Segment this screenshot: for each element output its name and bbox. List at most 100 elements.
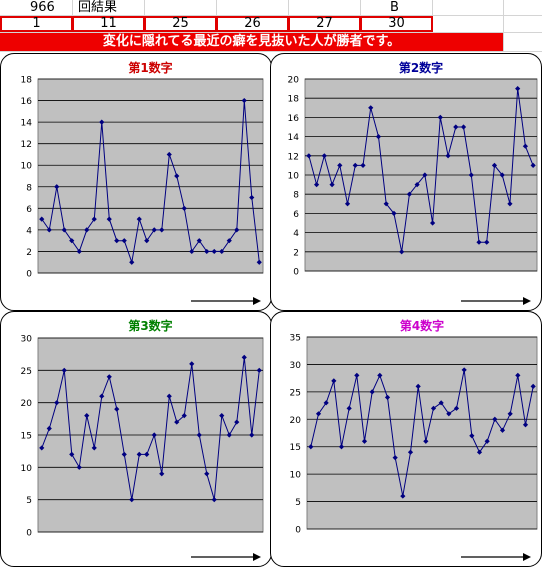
winning-number-cell[interactable]: 30	[360, 16, 433, 32]
y-tick-label: 10	[288, 172, 300, 182]
series-line	[308, 88, 534, 252]
data-point	[159, 227, 165, 233]
data-point	[530, 162, 536, 168]
data-point	[422, 172, 428, 178]
data-point	[226, 432, 232, 438]
data-point	[91, 216, 97, 222]
y-tick-label: 30	[21, 335, 33, 345]
y-tick-label: 4	[26, 226, 32, 236]
data-point	[189, 248, 195, 255]
winning-number-cell[interactable]: 11	[72, 16, 145, 32]
line-chart-2: 第2数字 0 2 4 6 8 10 12 14 16 18 20	[288, 60, 538, 305]
data-point	[256, 259, 262, 265]
data-point	[361, 438, 368, 444]
data-point	[337, 162, 343, 168]
grid-line	[0, 51, 542, 52]
y-tick-label: 20	[21, 399, 33, 409]
data-point	[476, 239, 482, 245]
winning-number-cell[interactable]: 27	[288, 16, 361, 32]
y-tick-label: 12	[288, 152, 299, 162]
grid-line	[503, 0, 504, 52]
data-point	[99, 119, 105, 125]
data-point	[181, 205, 187, 211]
data-point	[530, 383, 536, 389]
chart-panel-3[interactable]: 第3数字 0 5 10 15 20 25 30	[0, 311, 272, 567]
series-line	[310, 369, 534, 497]
data-point	[84, 227, 90, 233]
y-tick-label: 0	[293, 268, 299, 278]
chart-title: 第2数字	[399, 60, 443, 75]
plot-area	[37, 78, 264, 274]
y-tick-label: 5	[26, 496, 32, 506]
y-tick-label: 20	[288, 76, 300, 86]
set-label-cell[interactable]: B	[390, 0, 399, 15]
data-point	[61, 227, 67, 233]
data-point	[249, 194, 255, 201]
data-point	[460, 124, 467, 130]
arrow-right-icon	[461, 297, 531, 305]
chart-panel-4[interactable]: 第4数字 0 5 10 15 20 25 30 35	[270, 311, 542, 567]
chart-title: 第4数字	[400, 318, 444, 333]
data-point	[469, 433, 475, 439]
data-point	[151, 432, 157, 438]
data-point	[468, 172, 474, 178]
data-point	[499, 427, 506, 433]
data-point	[507, 201, 513, 207]
arrow-right-icon	[191, 297, 261, 305]
data-point	[491, 162, 498, 168]
data-point	[54, 184, 60, 190]
data-point	[106, 216, 112, 222]
chart-panel-1[interactable]: 第1数字 0 2 4 6 8 10 12 14 16 18	[0, 53, 272, 311]
winning-number-cell[interactable]: 1	[0, 16, 73, 32]
data-point	[129, 259, 135, 265]
winning-number-cell[interactable]: 26	[216, 16, 289, 32]
arrow-right-icon	[191, 553, 261, 561]
data-point	[39, 445, 45, 451]
data-point	[121, 238, 127, 244]
series-line	[41, 357, 260, 500]
draw-label-cell[interactable]: 回結果	[78, 0, 118, 15]
data-point	[46, 425, 52, 432]
data-point	[484, 239, 490, 245]
arrow-right-icon	[461, 553, 531, 561]
grid-line	[0, 32, 542, 33]
data-point	[453, 405, 460, 411]
y-tick-label: 16	[21, 97, 33, 107]
y-tick-label: 15	[21, 432, 32, 442]
banner-message[interactable]: 変化に隠れてる最近の癖を見抜いた人が勝者です。	[0, 33, 503, 51]
data-point	[226, 238, 232, 244]
y-tick-label: 4	[293, 229, 299, 239]
data-point	[151, 227, 157, 233]
data-point	[445, 153, 451, 159]
y-tick-label: 8	[293, 191, 299, 201]
data-point	[114, 406, 120, 412]
data-point	[384, 394, 391, 400]
chart-title: 第3数字	[128, 318, 172, 333]
line-chart-1: 第1数字 0 2 4 6 8 10 12 14 16 18	[21, 60, 264, 305]
data-point	[211, 248, 217, 255]
y-tick-label: 0	[26, 270, 32, 280]
grid-line	[0, 15, 542, 16]
y-tick-label: 14	[21, 119, 33, 129]
plot-area	[306, 336, 538, 530]
data-point	[522, 422, 529, 428]
data-point	[204, 248, 210, 255]
series-line	[41, 100, 260, 265]
data-point	[499, 172, 505, 178]
data-point	[196, 238, 202, 244]
data-point	[39, 216, 45, 222]
chart-title: 第1数字	[128, 60, 172, 75]
y-tick-label: 10	[21, 162, 33, 172]
y-tick-label: 35	[290, 334, 301, 344]
draw-number-cell[interactable]: 966	[30, 0, 55, 15]
y-tick-label: 0	[26, 529, 32, 539]
data-point	[368, 105, 374, 111]
data-point	[159, 471, 165, 477]
data-point	[430, 405, 437, 411]
data-point	[338, 444, 345, 450]
line-chart-4: 第4数字 0 5 10 15 20 25 30 35	[290, 318, 538, 561]
data-point	[204, 471, 210, 477]
winning-number-cell[interactable]: 25	[144, 16, 217, 32]
chart-panel-2[interactable]: 第2数字 0 2 4 6 8 10 12 14 16 18 20	[270, 53, 542, 311]
